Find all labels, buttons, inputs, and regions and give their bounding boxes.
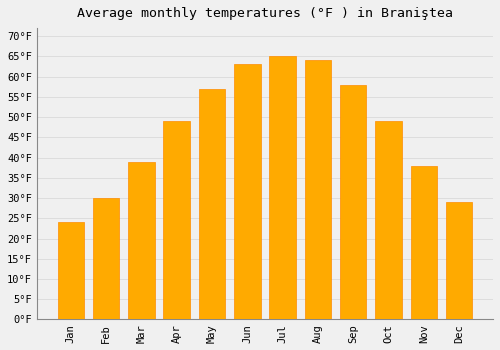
Bar [234, 64, 260, 320]
Bar [128, 162, 154, 320]
Bar [375, 121, 402, 320]
Bar [304, 61, 331, 320]
Bar [446, 202, 472, 320]
Bar [270, 56, 296, 320]
Bar [93, 198, 120, 320]
Bar [164, 121, 190, 320]
Bar [410, 166, 437, 320]
Bar [198, 89, 225, 320]
Bar [340, 85, 366, 320]
Title: Average monthly temperatures (°F ) in Braniştea: Average monthly temperatures (°F ) in Br… [77, 7, 453, 20]
Bar [58, 222, 84, 320]
